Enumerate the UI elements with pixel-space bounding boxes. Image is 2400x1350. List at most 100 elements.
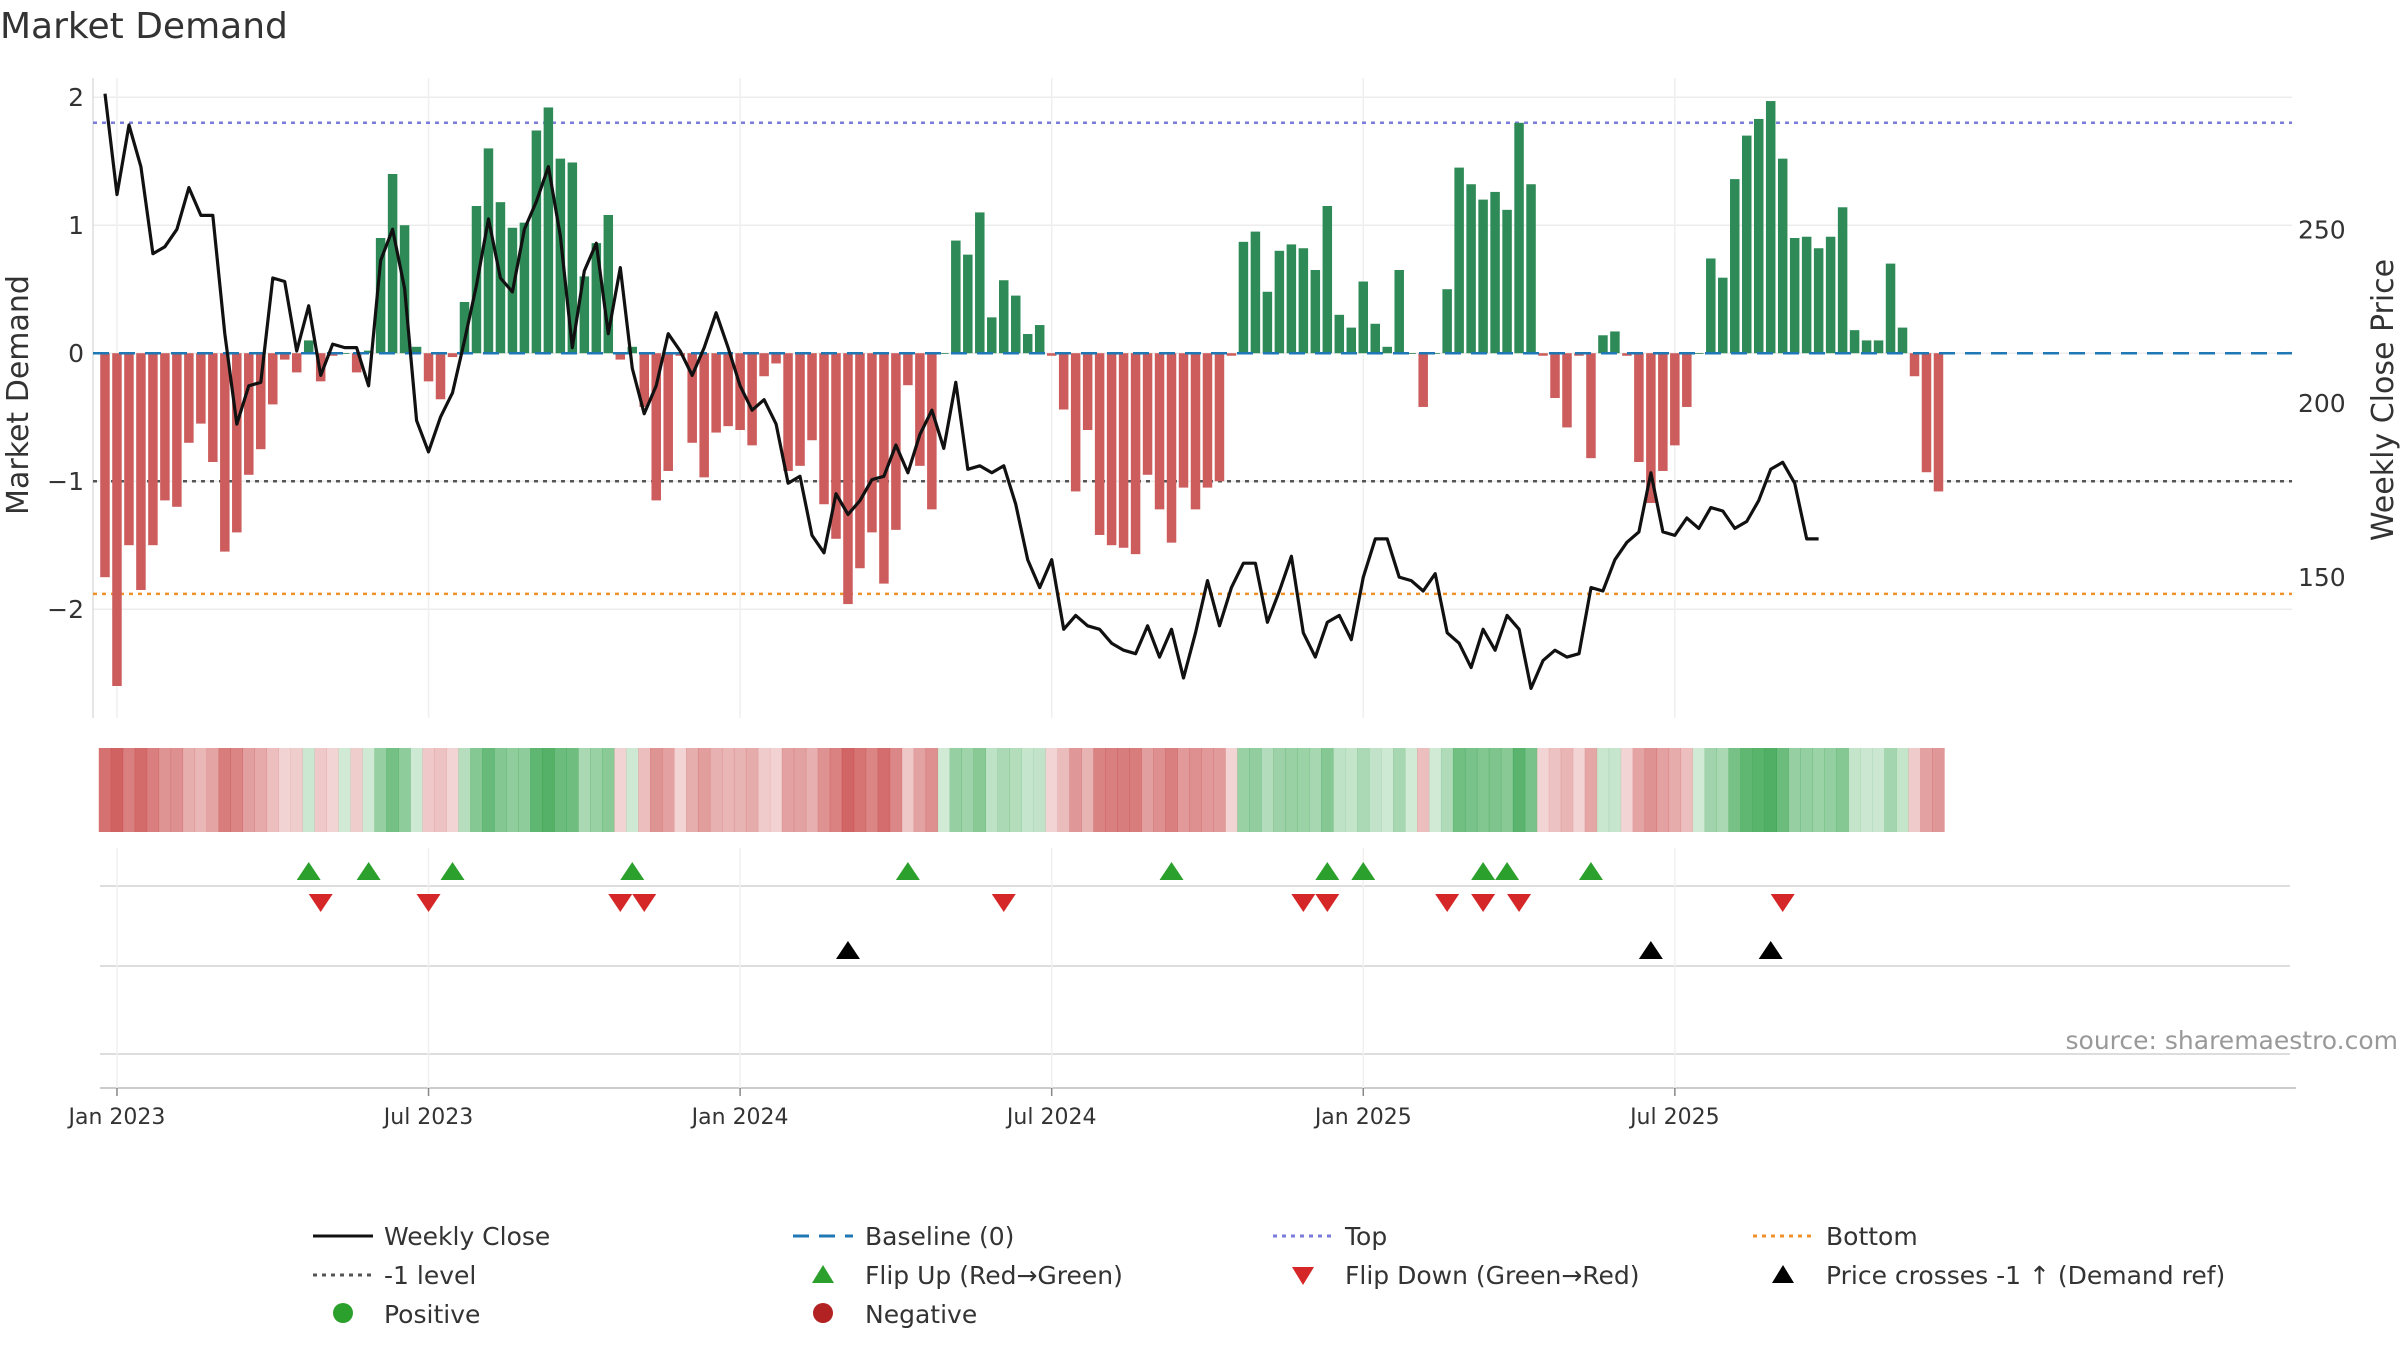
band-cell	[853, 748, 867, 832]
band-cell	[1357, 748, 1370, 832]
demand-bar	[1118, 353, 1129, 548]
band-cell	[721, 748, 735, 832]
band-cell	[1009, 748, 1022, 832]
flip-down-marker	[416, 894, 441, 912]
band-cell	[146, 748, 160, 832]
demand-bar	[1178, 353, 1189, 488]
demand-bar	[483, 148, 494, 354]
band-cell	[1512, 748, 1526, 832]
demand-bar	[1634, 353, 1644, 462]
band-cell	[458, 748, 471, 832]
demand-bar	[327, 353, 338, 356]
demand-bar	[1550, 353, 1560, 398]
band-cell	[446, 748, 459, 832]
demand-bar	[423, 353, 434, 382]
demand-bar	[1406, 353, 1416, 354]
demand-bar	[1682, 353, 1692, 407]
band-cell	[134, 748, 148, 832]
band-cell	[1860, 748, 1873, 832]
legend-item-negative: Negative	[813, 1300, 977, 1329]
band-cell	[254, 748, 267, 832]
weekly-close-series	[103, 93, 1819, 691]
band-cell	[1381, 748, 1394, 832]
band-cell	[781, 748, 795, 832]
demand-bar	[615, 353, 626, 360]
demand-bar	[1466, 184, 1476, 354]
legend-label-positive: Positive	[384, 1300, 480, 1329]
demand-bar	[735, 353, 745, 430]
flip-up-marker	[356, 862, 381, 880]
band-cell	[865, 748, 879, 832]
demand-bar	[1370, 323, 1381, 354]
band-cell	[1704, 748, 1717, 832]
band-cell	[338, 748, 351, 832]
band-cell	[1872, 748, 1885, 832]
right-tick-label: 150	[2298, 563, 2346, 592]
band-cell	[1668, 748, 1682, 832]
band-cell	[697, 748, 711, 832]
demand-bar	[1741, 135, 1752, 354]
band-cell	[1464, 748, 1478, 832]
band-cell	[1405, 748, 1418, 832]
demand-bar	[303, 340, 314, 354]
demand-bar	[1142, 353, 1153, 475]
band-cell	[278, 748, 291, 832]
demand-bar	[1837, 207, 1848, 354]
demand-bar	[1298, 248, 1309, 354]
flip-down-marker	[1291, 894, 1316, 912]
left-tick-label: 2	[68, 83, 84, 112]
band-cell	[1165, 748, 1178, 832]
left-axis-ticks: 2 1 0 −1 −2	[47, 83, 84, 624]
legend-label-top: Top	[1344, 1222, 1387, 1251]
band-cell	[673, 748, 687, 832]
band-cell	[230, 748, 244, 832]
demand-bar	[687, 353, 697, 443]
flip-up-marker	[1351, 862, 1376, 880]
band-cell	[1932, 748, 1945, 832]
band-cell	[1189, 748, 1202, 832]
flip-up-marker	[1471, 862, 1496, 880]
legend-item-baseline: Baseline (0)	[793, 1222, 1014, 1251]
band-cell	[170, 748, 184, 832]
band-cell	[937, 748, 951, 832]
demand-bar	[807, 353, 817, 441]
band-cell	[1045, 748, 1058, 832]
demand-bar	[1358, 281, 1369, 354]
demand-bar	[1849, 330, 1860, 354]
demand-bar	[196, 353, 206, 424]
demand-bar	[459, 302, 470, 354]
cross-marker	[835, 941, 860, 959]
legend-item-bottom: Bottom	[1753, 1222, 1918, 1251]
demand-bar	[1346, 327, 1357, 354]
demand-bar	[1777, 158, 1788, 354]
demand-bar	[795, 353, 805, 466]
band-cell	[685, 748, 699, 832]
band-cell	[374, 748, 387, 832]
legend-label-weekly-close: Weekly Close	[384, 1222, 550, 1251]
band-cell	[1848, 748, 1861, 832]
band-cell	[1608, 748, 1622, 832]
demand-bar	[1861, 340, 1872, 354]
band-cell	[1716, 748, 1729, 832]
demand-bar	[639, 353, 649, 407]
band-cell	[326, 748, 339, 832]
event-markers	[296, 862, 1795, 959]
band-cell	[1261, 748, 1274, 832]
demand-bar	[1022, 334, 1033, 354]
demand-bar	[591, 243, 602, 354]
demand-bar	[1490, 191, 1500, 354]
demand-bar	[112, 353, 122, 686]
demand-bar	[136, 353, 146, 590]
flip-down-marker	[991, 894, 1016, 912]
demand-bar	[1765, 101, 1776, 354]
band-cell	[1369, 748, 1382, 832]
demand-bar	[1238, 241, 1249, 354]
demand-bar	[1394, 270, 1404, 354]
band-cell	[709, 748, 723, 832]
left-tick-label: 0	[68, 339, 84, 368]
demand-bar	[555, 158, 566, 354]
demand-bar	[1310, 270, 1321, 354]
demand-bar	[1538, 353, 1548, 356]
band-cell	[1632, 748, 1646, 832]
band-cell	[793, 748, 807, 832]
